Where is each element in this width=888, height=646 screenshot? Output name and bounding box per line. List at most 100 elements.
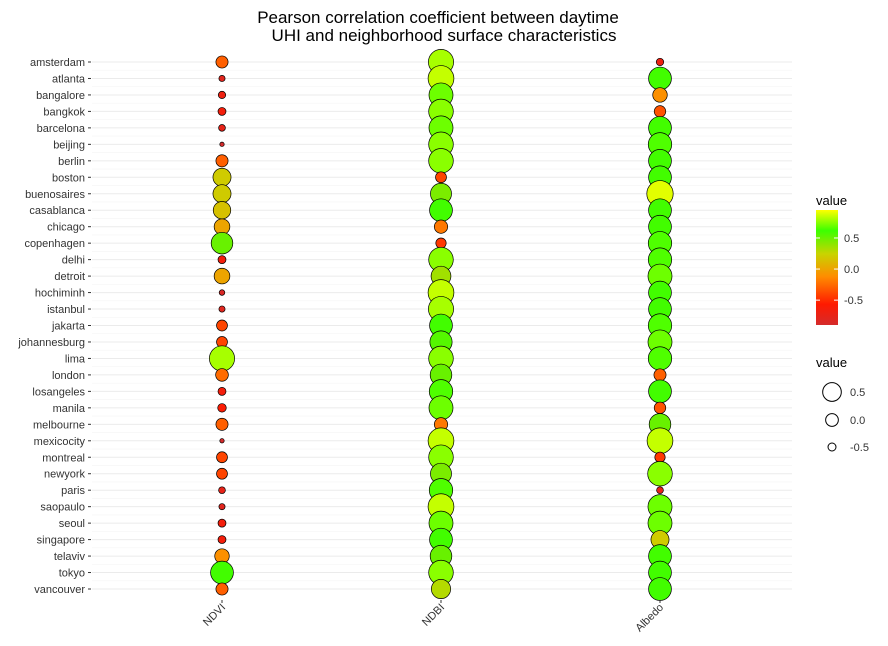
y-tick-label: bangalore xyxy=(36,90,85,102)
data-point xyxy=(210,231,234,255)
chart-title-line-1: Pearson correlation coefficient between … xyxy=(257,8,619,27)
y-tick-label: manila xyxy=(53,403,86,415)
color-legend-label: 0.5 xyxy=(844,233,859,245)
y-tick-label: buenosaires xyxy=(25,189,85,201)
size-legend: value 0.5 0.0 -0.5 xyxy=(816,355,869,454)
data-point xyxy=(217,387,227,396)
size-legend-circle xyxy=(822,382,842,402)
y-tick-label: seoul xyxy=(59,518,85,530)
data-point xyxy=(654,451,666,463)
y-tick-label: bangkok xyxy=(43,106,85,118)
data-point xyxy=(217,403,227,413)
data-point xyxy=(209,345,235,372)
y-tick-label: melbourne xyxy=(33,419,85,431)
data-point xyxy=(647,461,673,487)
data-point xyxy=(431,579,451,599)
y-tick-label: berlin xyxy=(58,156,85,168)
data-point xyxy=(653,401,667,414)
data-point xyxy=(428,395,454,421)
data-point xyxy=(216,467,228,480)
y-tick-label: chicago xyxy=(47,222,85,234)
y-tick-label: delhi xyxy=(62,255,85,267)
color-legend-title: value xyxy=(816,193,847,208)
data-point xyxy=(212,184,232,204)
data-point xyxy=(646,427,674,455)
color-legend: value 0.5 0.0 -0.5 xyxy=(816,193,863,325)
data-point xyxy=(653,105,667,118)
data-point xyxy=(210,560,234,585)
y-tick-label: casablanca xyxy=(29,205,86,217)
y-tick-label: lima xyxy=(65,353,86,365)
y-tick-label: copenhagen xyxy=(24,238,85,250)
y-tick-label: london xyxy=(52,370,85,382)
y-tick-label: johannesburg xyxy=(17,337,85,349)
y-tick-label: atlanta xyxy=(52,73,86,85)
color-legend-label: 0.0 xyxy=(844,264,859,276)
data-point xyxy=(428,148,454,174)
y-tick-label: tokyo xyxy=(59,568,85,580)
size-legend-label: 0.5 xyxy=(850,387,865,399)
size-legend-label: -0.5 xyxy=(850,442,869,454)
x-tick-label: Albedo xyxy=(633,602,666,635)
data-point xyxy=(655,57,665,67)
y-tick-label: saopaulo xyxy=(40,502,85,514)
data-point xyxy=(218,305,226,313)
data-point xyxy=(429,198,453,222)
data-point xyxy=(217,518,227,528)
y-tick-label: amsterdam xyxy=(30,57,85,69)
data-point xyxy=(219,438,225,444)
data-point xyxy=(218,124,226,132)
data-point xyxy=(215,417,229,431)
data-point xyxy=(218,289,226,296)
y-tick-label: vancouver xyxy=(34,584,85,596)
x-tick-label: NDBI xyxy=(420,602,447,629)
y-tick-label: montreal xyxy=(42,452,85,464)
data-point xyxy=(656,486,664,494)
data-point xyxy=(215,55,229,69)
y-tick-label: mexicocity xyxy=(34,436,86,448)
colorbar xyxy=(816,210,838,325)
y-tick-label: boston xyxy=(52,172,85,184)
y-tick-label: singapore xyxy=(37,535,85,547)
data-point xyxy=(433,219,449,234)
size-legend-circle xyxy=(827,442,837,452)
data-point xyxy=(215,368,229,382)
size-legend-title: value xyxy=(816,355,847,370)
y-tick-label: jakarta xyxy=(51,321,86,333)
data-point xyxy=(217,255,227,264)
data-point xyxy=(212,167,232,187)
data-point xyxy=(648,379,672,404)
data-point xyxy=(217,107,227,116)
y-tick-label: newyork xyxy=(44,469,85,481)
y-tick-label: paris xyxy=(61,485,85,497)
y-tick-label: istanbul xyxy=(47,304,85,316)
y-tick-label: detroit xyxy=(54,271,85,283)
color-legend-label: -0.5 xyxy=(844,295,863,307)
y-tick-label: beijing xyxy=(53,139,85,151)
y-tick-label: telaviv xyxy=(54,551,86,563)
data-point xyxy=(435,237,447,249)
size-legend-label: 0.0 xyxy=(850,415,865,427)
x-tick-label: NDVI xyxy=(201,602,228,629)
data-point xyxy=(217,90,227,99)
data-point xyxy=(216,451,228,464)
data-point xyxy=(213,267,231,285)
data-point xyxy=(218,503,226,511)
y-tick-label: losangeles xyxy=(32,386,85,398)
data-point xyxy=(435,171,447,184)
data-point xyxy=(648,577,672,601)
data-point xyxy=(652,87,668,103)
data-point xyxy=(648,66,672,91)
data-point xyxy=(215,154,229,168)
y-tick-label: barcelona xyxy=(37,123,86,135)
data-point xyxy=(218,75,226,82)
y-axis: amsterdam atlanta bangalore bangkok barcelon… xyxy=(17,57,91,596)
chart-title-line-2: UHI and neighborhood surface characteris… xyxy=(272,26,617,45)
x-axis: NDVI NDBI Albedo xyxy=(201,600,666,634)
data-point xyxy=(215,582,229,596)
data-point xyxy=(647,346,673,371)
y-tick-label: hochiminh xyxy=(35,288,85,300)
data-point xyxy=(217,535,227,544)
data-point xyxy=(653,368,667,382)
